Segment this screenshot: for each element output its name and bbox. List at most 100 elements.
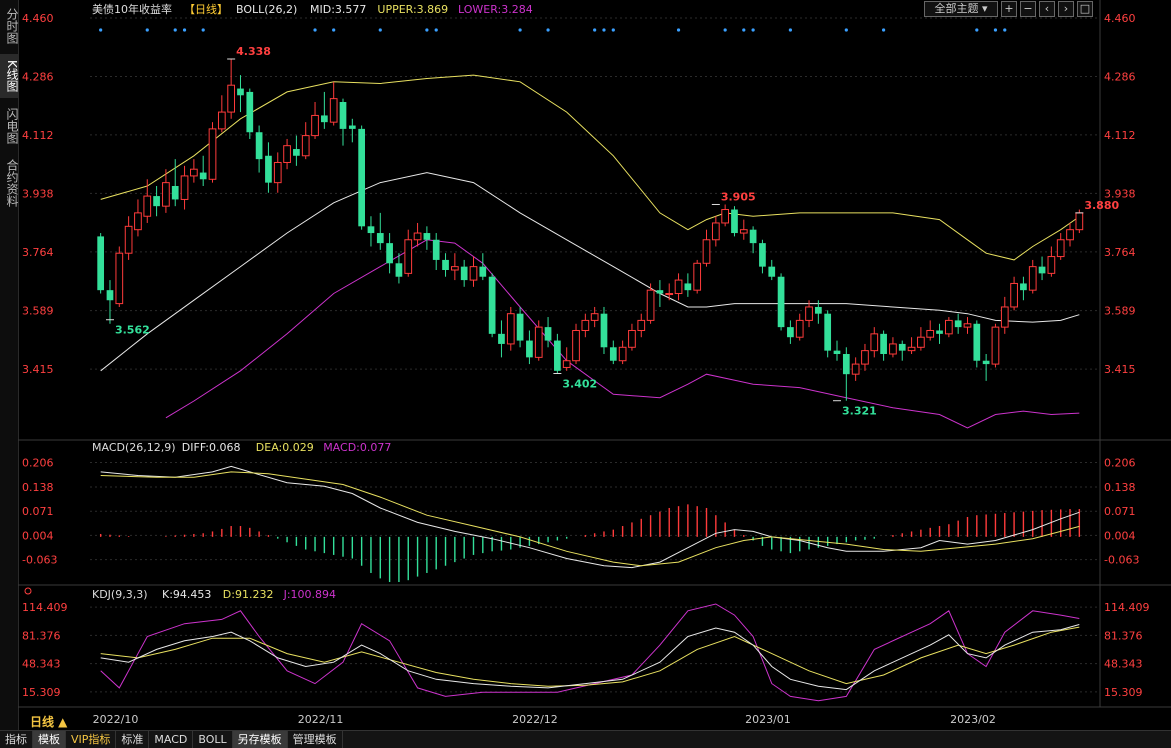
candle bbox=[311, 102, 319, 139]
legend-entry: J:100.894 bbox=[283, 588, 336, 601]
candle bbox=[833, 340, 841, 361]
candle bbox=[656, 280, 664, 307]
event-marker bbox=[145, 28, 149, 32]
bottom-tab[interactable]: MACD bbox=[149, 731, 194, 748]
kdj-settings-icon bbox=[24, 587, 32, 595]
candle bbox=[562, 347, 571, 371]
rail-tab-kline[interactable]: K线图 bbox=[0, 54, 19, 98]
candle-body bbox=[861, 350, 869, 365]
candle-body bbox=[693, 262, 702, 291]
rail-tab-flash[interactable]: 闪电图 bbox=[5, 108, 19, 144]
candle-body bbox=[973, 323, 981, 361]
macd-tick-left: 0.138 bbox=[22, 481, 54, 494]
chart-canvas[interactable]: 4.338 3.562 3.402 3.905 3.321 3.880 3.415 3.41… bbox=[18, 0, 1171, 712]
zoom-in-icon[interactable]: + bbox=[1001, 1, 1017, 17]
candle bbox=[824, 310, 832, 358]
macd-tick-left: 0.206 bbox=[22, 456, 54, 469]
candle bbox=[367, 216, 375, 247]
candle-body bbox=[590, 313, 599, 321]
bottom-tab[interactable]: 标准 bbox=[116, 731, 150, 748]
event-marker bbox=[602, 28, 606, 32]
candle bbox=[432, 233, 440, 271]
candle bbox=[609, 340, 617, 365]
top-controls: 全部主题 ▾ + − ‹ › □ bbox=[924, 1, 1093, 17]
candle-body bbox=[171, 186, 179, 200]
candle bbox=[1047, 246, 1056, 277]
legend-entry: BOLL(26,2) bbox=[236, 3, 297, 16]
candle bbox=[1000, 296, 1009, 334]
main-tick-right: 4.112 bbox=[1104, 129, 1136, 142]
candle bbox=[526, 330, 533, 365]
bottom-tab[interactable]: 另存模板 bbox=[232, 731, 288, 748]
candle bbox=[936, 323, 943, 344]
candle bbox=[237, 75, 244, 113]
candle-body bbox=[367, 226, 375, 234]
bottom-tab[interactable]: 指标 bbox=[0, 731, 33, 748]
theme-dropdown[interactable]: 全部主题 ▾ bbox=[924, 1, 998, 17]
event-marker bbox=[882, 28, 886, 32]
rail-tab-contract-info[interactable]: 合约资料 bbox=[5, 159, 19, 207]
candle-body bbox=[581, 319, 590, 331]
candle-body bbox=[815, 306, 822, 314]
candle-body bbox=[963, 323, 972, 328]
event-marker bbox=[173, 28, 177, 32]
candle bbox=[1010, 276, 1018, 311]
candle-body bbox=[227, 84, 236, 113]
fullscreen-icon[interactable]: □ bbox=[1077, 1, 1093, 17]
candle-body bbox=[880, 333, 887, 355]
candle-body bbox=[684, 283, 692, 291]
event-marker bbox=[546, 28, 550, 32]
candle-body bbox=[907, 346, 916, 352]
scroll-left-icon[interactable]: ‹ bbox=[1039, 1, 1055, 17]
scroll-right-icon[interactable]: › bbox=[1058, 1, 1074, 17]
candle bbox=[907, 337, 916, 355]
candle-body bbox=[936, 330, 943, 334]
period-selector[interactable]: 日线 ▲ bbox=[30, 715, 68, 729]
candle-body bbox=[265, 155, 272, 183]
candle-body bbox=[656, 290, 664, 294]
candle-body bbox=[395, 263, 403, 277]
candle-body bbox=[982, 360, 990, 365]
candle bbox=[731, 206, 738, 237]
candle-body bbox=[115, 252, 124, 305]
candle-body bbox=[217, 111, 226, 130]
candle bbox=[917, 327, 925, 351]
event-marker bbox=[788, 28, 792, 32]
kdj-tick-left: 81.376 bbox=[22, 629, 61, 642]
candle-body bbox=[479, 266, 487, 277]
candle bbox=[246, 88, 254, 139]
rail-tab-timeshare[interactable]: 分时图 bbox=[5, 8, 19, 44]
bottom-tab[interactable]: 管理模板 bbox=[288, 731, 343, 748]
candle-body bbox=[842, 354, 850, 375]
event-marker bbox=[182, 28, 187, 32]
kdj-tick-left: 114.409 bbox=[22, 601, 68, 614]
extreme-value-label: 3.402 bbox=[562, 377, 597, 390]
macd-tick-left: 0.004 bbox=[22, 529, 54, 542]
extreme-value-label: 3.562 bbox=[115, 324, 150, 337]
candle bbox=[702, 229, 711, 267]
candle bbox=[227, 58, 236, 119]
macd-tick-right: 0.206 bbox=[1104, 456, 1136, 469]
candle-body bbox=[526, 340, 533, 358]
event-marker bbox=[201, 28, 205, 32]
candle-body bbox=[646, 289, 655, 321]
candle-body bbox=[423, 233, 431, 240]
candle-body bbox=[1038, 266, 1046, 274]
candle-body bbox=[404, 239, 413, 274]
zoom-out-icon[interactable]: − bbox=[1020, 1, 1036, 17]
candle-body bbox=[870, 333, 879, 352]
event-marker bbox=[593, 28, 597, 32]
left-view-rail: 分时图 K线图 闪电图 合约资料 bbox=[0, 0, 19, 730]
bottom-tab[interactable]: BOLL bbox=[193, 731, 233, 748]
candle bbox=[460, 259, 468, 287]
candle bbox=[506, 306, 515, 351]
candle-body bbox=[348, 125, 356, 129]
bottom-tab[interactable]: VIP指标 bbox=[66, 731, 117, 748]
candle-body bbox=[162, 182, 170, 207]
candle bbox=[600, 306, 608, 355]
candle-body bbox=[442, 259, 449, 271]
candle-body bbox=[851, 363, 860, 375]
candle-body bbox=[805, 306, 813, 321]
macd-tick-right: 0.004 bbox=[1104, 529, 1136, 542]
bottom-tab[interactable]: 模板 bbox=[33, 731, 66, 748]
